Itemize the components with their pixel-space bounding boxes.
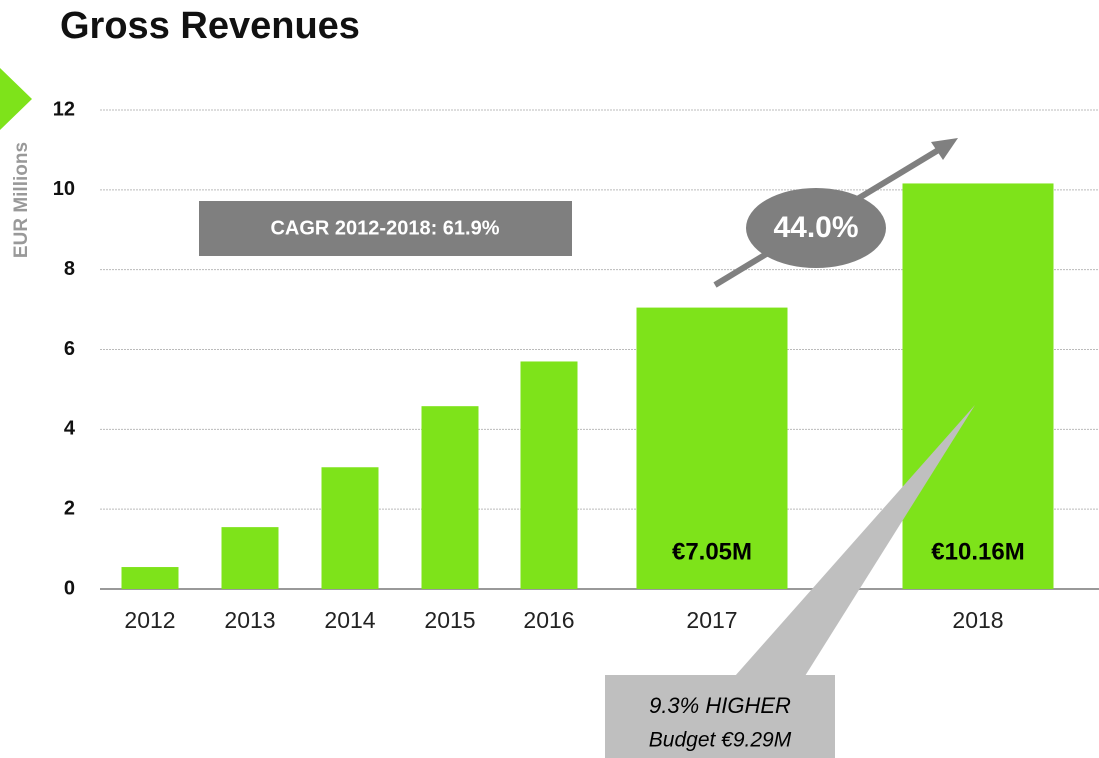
cagr-box xyxy=(199,201,572,256)
value-label: €7.05M xyxy=(672,538,752,565)
x-tick-label: 2012 xyxy=(124,607,175,633)
x-tick-label: 2014 xyxy=(324,607,375,633)
bar xyxy=(520,361,578,589)
bar xyxy=(321,467,379,589)
y-tick-label: 6 xyxy=(64,338,75,360)
y-axis-label: EUR Millions xyxy=(11,142,32,258)
x-tick-label: 2016 xyxy=(523,607,574,633)
x-tick-label: 2015 xyxy=(424,607,475,633)
plot: 0 2 4 6 8 10 12 2012 2013 2014 2015 2016 2017 €7.05M 2… xyxy=(53,98,1099,633)
callout-text: Budget €9.29M xyxy=(649,729,792,752)
bar xyxy=(121,567,179,589)
callout-title: 9.3% HIGHER xyxy=(649,693,791,718)
y-tick-label: 4 xyxy=(64,418,76,440)
value-label: €10.16M xyxy=(931,538,1024,565)
callout-box xyxy=(605,675,835,758)
y-tick-label: 2 xyxy=(64,497,75,519)
y-tick-label: 10 xyxy=(53,178,75,200)
y-tick-label: 12 xyxy=(53,98,75,120)
callout-pointer xyxy=(735,405,975,676)
bar xyxy=(636,307,788,589)
x-tick-label: 2018 xyxy=(952,607,1003,633)
growth-ellipse xyxy=(746,188,886,268)
y-tick-label: 0 xyxy=(64,577,75,599)
arrow-head xyxy=(931,138,958,160)
chart-title: Gross Revenues xyxy=(60,5,360,47)
y-tick-label: 8 xyxy=(64,258,75,280)
cagr-text: CAGR 2012-2018: 61.9% xyxy=(270,217,499,239)
growth-text: 44.0% xyxy=(773,211,858,244)
decor-triangle xyxy=(0,68,32,130)
x-tick-label: 2013 xyxy=(224,607,275,633)
x-tick-label: 2017 xyxy=(686,607,737,633)
bar xyxy=(221,527,279,589)
bar xyxy=(902,183,1054,590)
bar xyxy=(421,406,479,589)
